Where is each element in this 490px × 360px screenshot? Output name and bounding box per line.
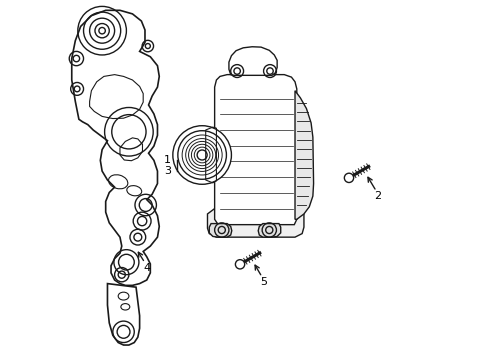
Polygon shape [295, 91, 314, 219]
Polygon shape [209, 224, 232, 237]
Text: 4: 4 [143, 262, 150, 273]
Text: 5: 5 [260, 277, 267, 287]
Polygon shape [258, 224, 281, 237]
Text: 1: 1 [164, 155, 171, 165]
Circle shape [173, 126, 231, 184]
Text: 3: 3 [164, 166, 171, 176]
Polygon shape [215, 75, 297, 225]
Polygon shape [72, 10, 159, 285]
Polygon shape [107, 284, 140, 345]
Text: 2: 2 [374, 191, 381, 201]
Polygon shape [229, 47, 277, 75]
Circle shape [344, 173, 354, 183]
Polygon shape [207, 208, 304, 237]
Circle shape [235, 260, 245, 269]
